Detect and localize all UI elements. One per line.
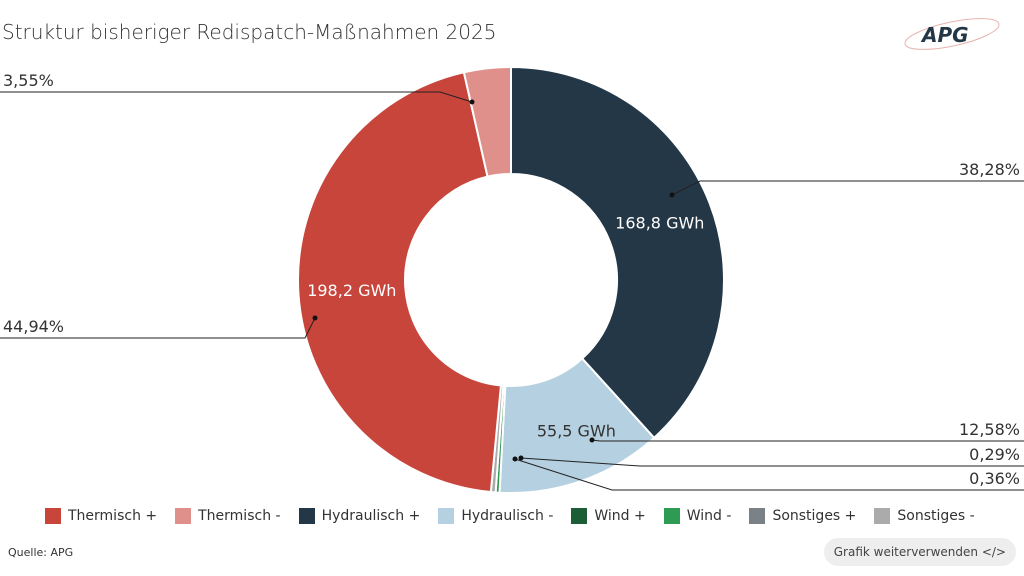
- chart-title: Struktur bisheriger Redispatch-Maßnahmen…: [2, 20, 497, 44]
- percent-label: 0,36%: [969, 469, 1020, 488]
- legend-swatch: [874, 508, 891, 524]
- legend-label: Hydraulisch -: [461, 508, 554, 524]
- legend-item[interactable]: Thermisch +: [45, 508, 157, 524]
- leader-line: [514, 458, 1024, 491]
- legend-swatch: [45, 508, 61, 524]
- legend-swatch: [663, 508, 680, 524]
- leader-dot: [469, 99, 475, 105]
- percent-label: 38,28%: [959, 160, 1020, 179]
- leader-dot: [589, 437, 595, 443]
- percent-label: 44,94%: [3, 317, 64, 336]
- percent-label: 12,58%: [959, 420, 1020, 439]
- percent-label: 0,29%: [969, 445, 1020, 464]
- legend-label: Sonstiges -: [897, 508, 975, 524]
- legend-label: Thermisch +: [68, 508, 158, 524]
- legend-item[interactable]: Hydraulisch +: [298, 508, 421, 524]
- legend-item[interactable]: Hydraulisch -: [438, 508, 553, 524]
- leader-dot: [518, 455, 524, 461]
- legend-label: Wind -: [686, 508, 732, 524]
- svg-text:APG: APG: [920, 23, 969, 47]
- legend-label: Thermisch -: [198, 508, 281, 524]
- reuse-graphic-button[interactable]: Grafik weiterverwenden </>: [823, 538, 1016, 566]
- legend-swatch: [175, 508, 192, 524]
- leader-dot: [669, 192, 675, 198]
- legend-item[interactable]: Sonstiges +: [749, 508, 856, 524]
- legend-label: Wind +: [594, 508, 646, 524]
- value-label: 198,2 GWh: [307, 281, 396, 300]
- leader-line: [520, 457, 1024, 467]
- slice-thermisch-plus[interactable]: [297, 71, 503, 494]
- slice-thermisch-minus[interactable]: [462, 65, 512, 178]
- legend-item[interactable]: Wind +: [571, 508, 646, 524]
- leader-line: [0, 317, 316, 339]
- legend-swatch: [438, 508, 455, 524]
- leader-line: [591, 439, 1024, 442]
- leader-dot: [312, 315, 318, 321]
- source-note: Quelle: APG: [8, 546, 74, 559]
- legend-item[interactable]: Sonstiges -: [874, 508, 975, 524]
- legend-label: Hydraulisch +: [321, 508, 421, 524]
- percent-label: 3,55%: [3, 71, 54, 90]
- legend-swatch: [298, 508, 315, 524]
- legend-label: Sonstiges +: [772, 508, 857, 524]
- slice-hydraulisch-plus[interactable]: [510, 65, 725, 440]
- value-label: 55,5 GWh: [537, 421, 616, 440]
- legend-item[interactable]: Thermisch -: [175, 508, 281, 524]
- legend-swatch: [749, 508, 766, 524]
- leader-line: [671, 180, 1024, 196]
- legend: Thermisch + Thermisch - Hydraulisch + Hydra…: [45, 508, 975, 524]
- leader-dot: [512, 456, 518, 462]
- leader-line: [0, 91, 473, 103]
- value-label: 168,8 GWh: [615, 214, 704, 233]
- legend-item[interactable]: Wind -: [663, 508, 732, 524]
- apg-logo: APG: [902, 12, 1002, 60]
- legend-swatch: [571, 508, 588, 524]
